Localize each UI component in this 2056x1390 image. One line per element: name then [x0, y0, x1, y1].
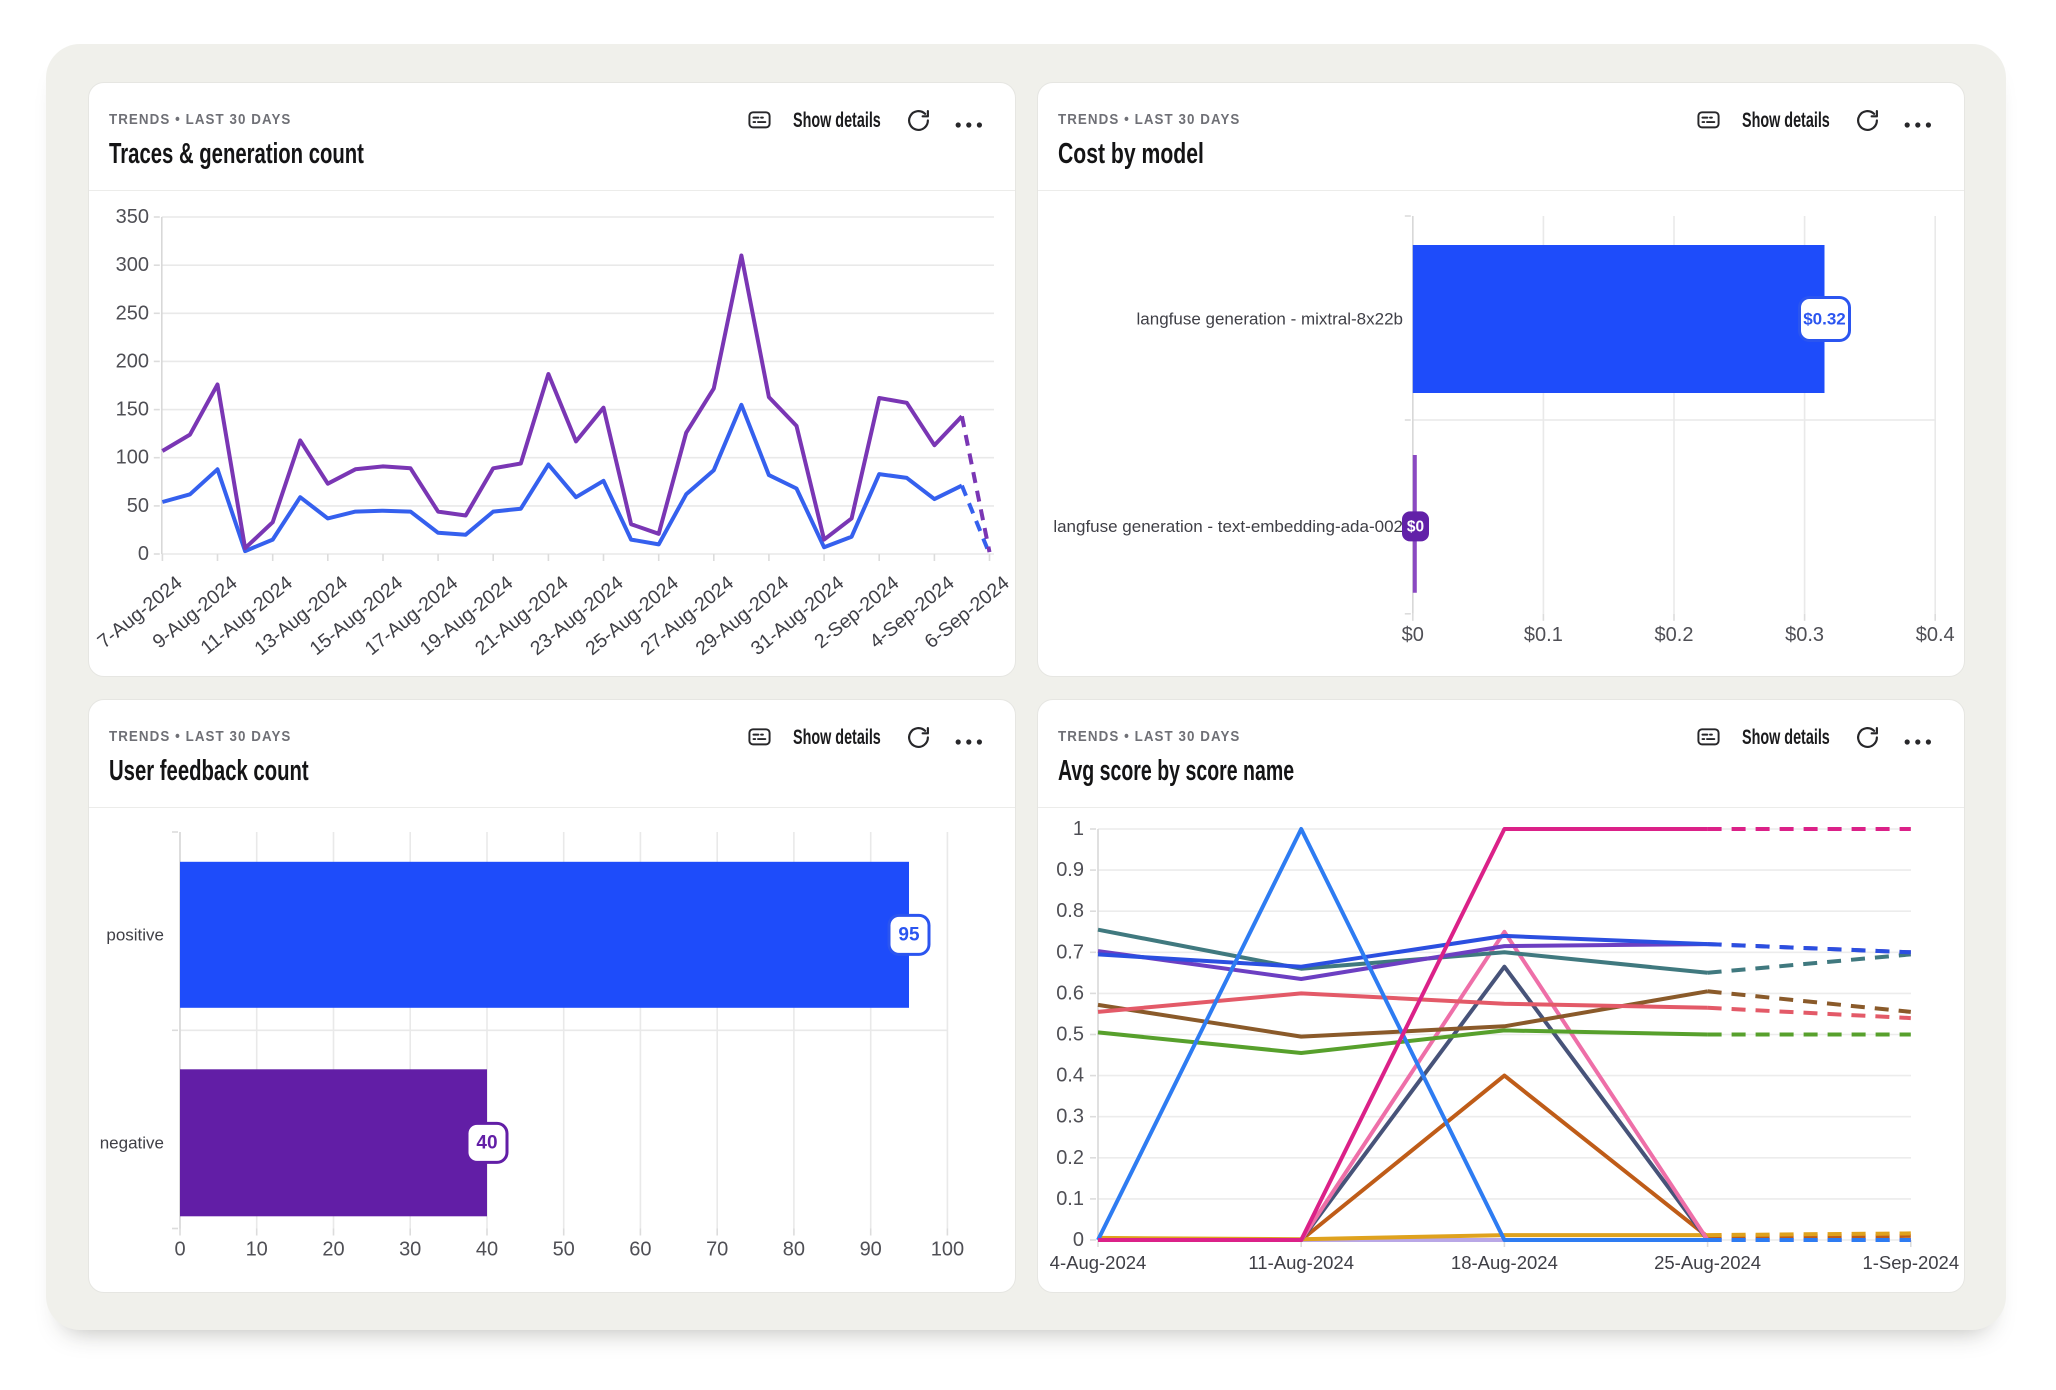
svg-text:0: 0	[174, 1238, 185, 1260]
svg-text:0: 0	[138, 543, 149, 565]
svg-text:0.9: 0.9	[1056, 859, 1084, 881]
svg-text:25-Aug-2024: 25-Aug-2024	[1654, 1252, 1761, 1273]
svg-text:100: 100	[931, 1238, 964, 1260]
svg-text:$0: $0	[1407, 518, 1424, 535]
svg-text:$0.1: $0.1	[1524, 623, 1563, 645]
svg-text:100: 100	[116, 446, 149, 468]
svg-text:40: 40	[476, 1132, 497, 1153]
svg-text:60: 60	[629, 1238, 651, 1260]
svg-text:0.6: 0.6	[1056, 982, 1084, 1004]
svg-text:250: 250	[116, 302, 149, 324]
svg-text:70: 70	[706, 1238, 728, 1260]
svg-text:$0.4: $0.4	[1916, 623, 1955, 645]
svg-text:40: 40	[476, 1238, 498, 1260]
svg-text:90: 90	[860, 1238, 882, 1260]
svg-text:11-Aug-2024: 11-Aug-2024	[1248, 1252, 1354, 1273]
svg-text:0.1: 0.1	[1056, 1187, 1084, 1209]
svg-text:$0: $0	[1402, 623, 1424, 645]
svg-text:350: 350	[116, 206, 149, 228]
svg-text:0: 0	[1073, 1229, 1084, 1251]
svg-text:30: 30	[399, 1238, 421, 1260]
svg-text:20: 20	[322, 1238, 344, 1260]
svg-text:positive: positive	[106, 925, 164, 944]
svg-text:negative: negative	[100, 1133, 164, 1152]
svg-text:50: 50	[127, 494, 149, 516]
svg-text:18-Aug-2024: 18-Aug-2024	[1451, 1252, 1558, 1273]
svg-text:langfuse generation - text-emb: langfuse generation - text-embedding-ada…	[1053, 516, 1403, 535]
svg-text:0.8: 0.8	[1056, 900, 1084, 922]
svg-text:50: 50	[553, 1238, 575, 1260]
svg-text:10: 10	[246, 1238, 268, 1260]
svg-text:300: 300	[116, 254, 149, 276]
svg-text:$0.3: $0.3	[1785, 623, 1824, 645]
svg-text:200: 200	[116, 350, 149, 372]
svg-text:0.4: 0.4	[1056, 1064, 1084, 1086]
svg-text:0.5: 0.5	[1056, 1023, 1084, 1045]
svg-text:$0.32: $0.32	[1803, 309, 1846, 328]
svg-text:1-Sep-2024: 1-Sep-2024	[1862, 1252, 1959, 1273]
svg-text:$0.2: $0.2	[1655, 623, 1694, 645]
svg-text:langfuse generation - mixtral-: langfuse generation - mixtral-8x22b	[1137, 309, 1403, 328]
svg-text:95: 95	[898, 924, 920, 945]
svg-text:0.7: 0.7	[1056, 941, 1084, 963]
svg-text:80: 80	[783, 1238, 805, 1260]
svg-text:1: 1	[1073, 818, 1084, 840]
svg-text:150: 150	[116, 398, 149, 420]
svg-text:0.2: 0.2	[1056, 1146, 1084, 1168]
svg-text:0.3: 0.3	[1056, 1105, 1084, 1127]
svg-text:4-Aug-2024: 4-Aug-2024	[1050, 1252, 1147, 1273]
